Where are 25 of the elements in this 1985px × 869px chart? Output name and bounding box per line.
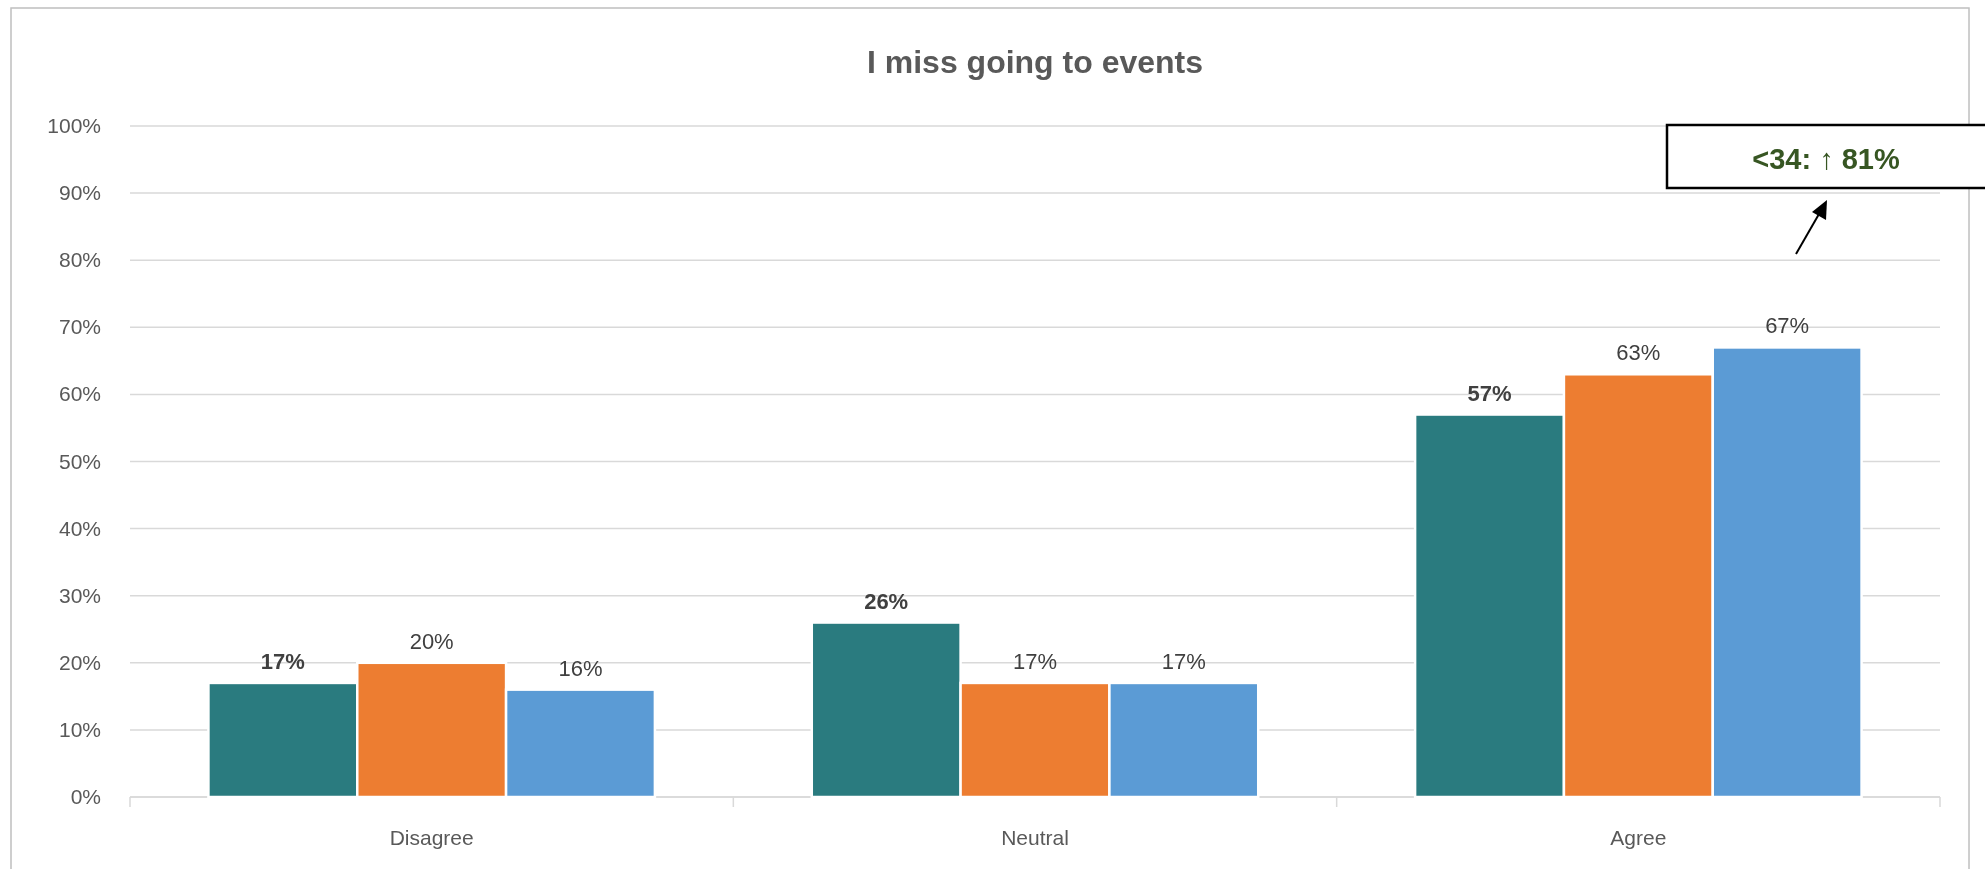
y-tick-label: 40% <box>58 516 101 540</box>
data-label: 20% <box>409 628 454 654</box>
y-tick-label: 0% <box>70 785 101 808</box>
y-tick-label: 100% <box>47 114 101 137</box>
data-label: 17% <box>260 648 305 674</box>
data-label: 57% <box>1467 380 1512 406</box>
x-tick-label: Neutral <box>1001 826 1069 849</box>
x-tick-label: Disagree <box>389 826 474 849</box>
data-label: 17% <box>1161 648 1206 674</box>
data-label: 26% <box>864 588 909 614</box>
chart-title: I miss going to events <box>866 44 1204 80</box>
y-tick-label: 30% <box>58 583 101 607</box>
data-label: 16% <box>558 655 603 681</box>
y-tick-label: 90% <box>58 181 101 205</box>
data-label: 67% <box>1765 313 1810 339</box>
y-tick-label: 20% <box>58 650 101 674</box>
y-tick-label: 80% <box>58 248 101 272</box>
y-tick-label: 50% <box>58 449 101 473</box>
data-label: 17% <box>1012 648 1058 674</box>
x-tick-label: Agree <box>1610 826 1667 849</box>
data-label: 63% <box>1616 340 1661 366</box>
annotation: <34: ↑ 81% <box>1752 143 1900 175</box>
y-tick-label: 10% <box>58 717 101 741</box>
y-tick-label: 60% <box>58 382 101 406</box>
y-tick-label: 70% <box>58 315 101 339</box>
